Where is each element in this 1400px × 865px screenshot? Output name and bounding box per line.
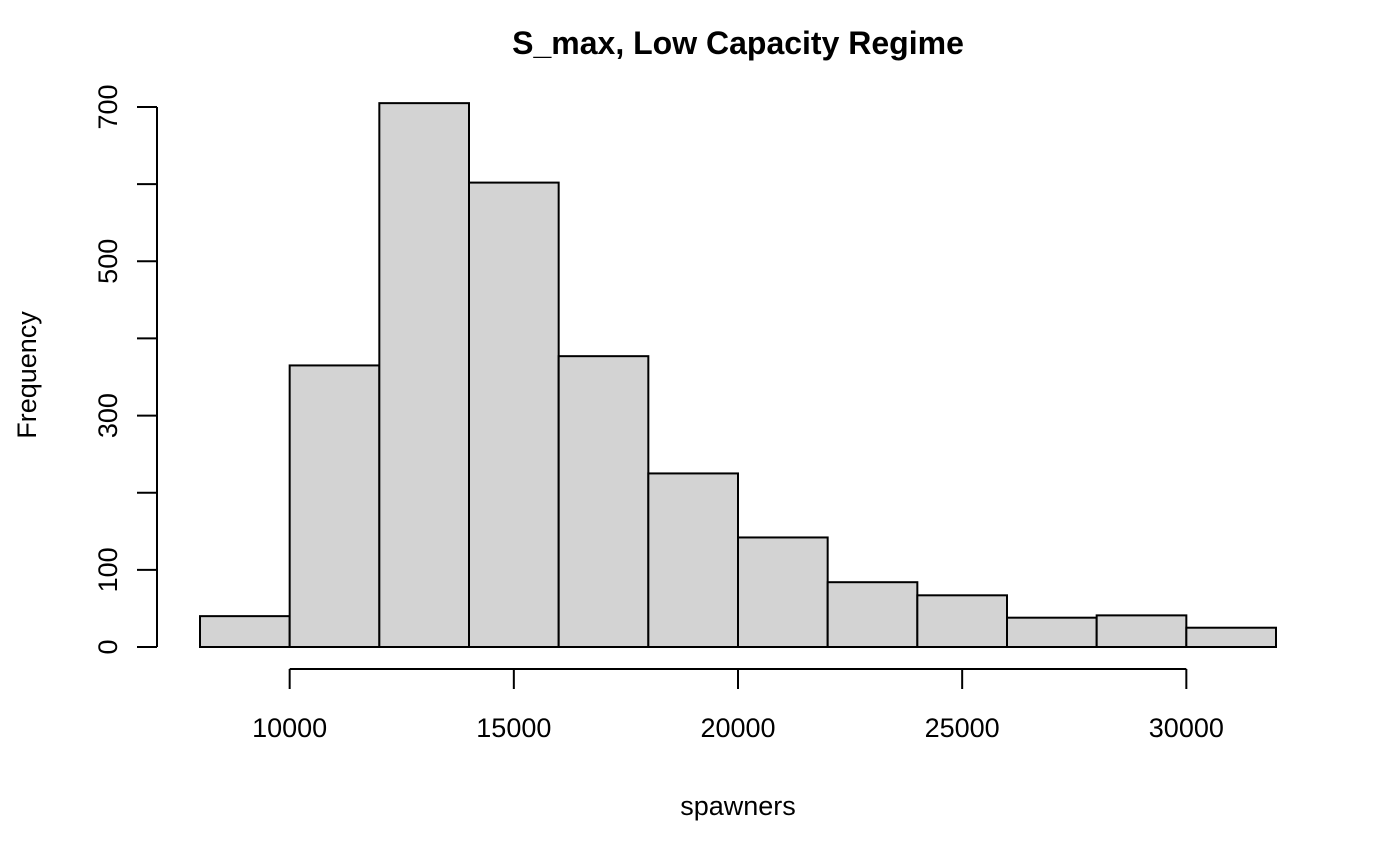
histogram-bar <box>737 536 829 649</box>
x-tick-label: 15000 <box>476 713 551 743</box>
histogram-bar <box>557 355 650 648</box>
histogram-bar <box>1185 626 1278 649</box>
y-tick-label: 300 <box>93 393 123 438</box>
histogram-bar <box>916 594 1008 648</box>
histogram-bar <box>1006 616 1098 649</box>
histogram-bar <box>1095 614 1188 648</box>
x-tick-label: 20000 <box>700 713 775 743</box>
y-tick-label: 700 <box>93 84 123 129</box>
x-tick-label: 25000 <box>925 713 1000 743</box>
histogram-bar <box>647 472 739 648</box>
histogram-bar <box>378 102 471 648</box>
histogram-bar <box>826 581 919 649</box>
chart-title: S_max, Low Capacity Regime <box>512 25 964 61</box>
y-tick-label: 500 <box>93 239 123 284</box>
y-tick-label: 0 <box>93 639 123 654</box>
histogram-bar <box>199 615 291 649</box>
histogram-bar <box>468 181 560 648</box>
x-tick-label: 30000 <box>1149 713 1224 743</box>
bars-group <box>199 102 1278 649</box>
x-axis: 10000 15000 20000 25000 30000 <box>252 668 1224 743</box>
y-axis-label: Frequency <box>12 311 42 439</box>
histogram-bar <box>288 364 381 648</box>
y-tick-label: 100 <box>93 547 123 592</box>
x-axis-label: spawners <box>680 791 796 821</box>
y-axis: 0 100 300 500 700 <box>93 84 158 655</box>
x-tick-label: 10000 <box>252 713 327 743</box>
